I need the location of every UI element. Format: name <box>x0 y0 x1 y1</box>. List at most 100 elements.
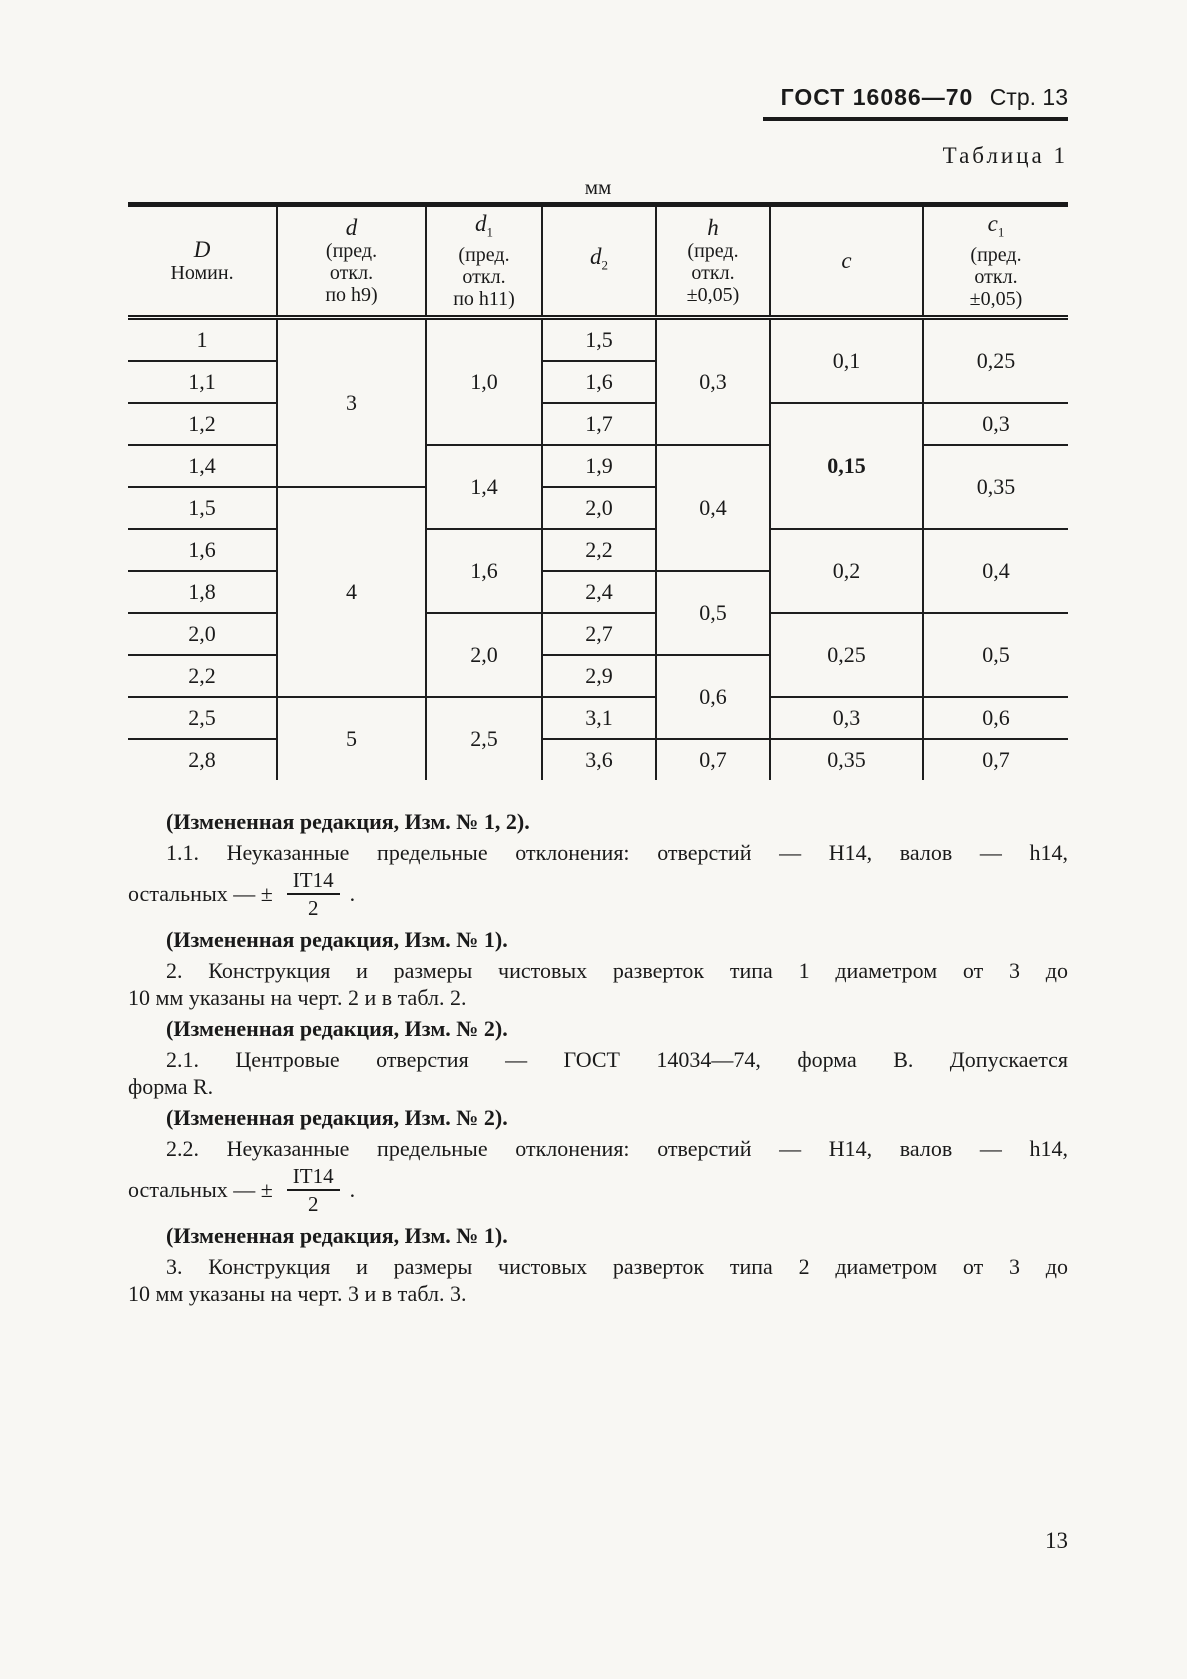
cell-D: 1 <box>128 317 278 362</box>
cell-d2: 2,7 <box>542 613 657 656</box>
column-subtext: откл. <box>462 266 506 289</box>
column-symbol-D: D <box>193 237 211 262</box>
table-row: 1,5 4 2,0 <box>128 487 1068 698</box>
column-subtext: (пред. <box>970 244 1022 267</box>
cell-d2: 2,0 <box>542 487 657 530</box>
amendment-note: (Измененная редакция, Изм. № 1, 2). <box>166 809 530 834</box>
cell-d2: 1,7 <box>542 403 657 446</box>
cell-h: 0,7 <box>656 739 771 780</box>
paragraph-line-fraction: остальных — ± IT14 2. <box>128 866 1068 922</box>
cell-D: 2,0 <box>128 613 278 656</box>
column-symbol-h: h <box>707 215 719 240</box>
document-header-rule: ГОСТ 16086—70 Стр. 13 <box>762 84 1068 121</box>
column-header-d: d (пред. откл. по h9) <box>277 204 427 320</box>
fraction-suffix: . <box>349 1177 356 1202</box>
cell-d2: 2,2 <box>542 529 657 572</box>
cell-D: 1,4 <box>128 445 278 488</box>
table-row: 1,6 1,6 2,2 0,2 0,4 <box>128 529 1068 614</box>
cell-D: 1,6 <box>128 529 278 572</box>
fraction-denominator: 2 <box>307 896 319 920</box>
cell-c: 0,15 <box>770 403 924 530</box>
cell-d2: 3,1 <box>542 697 657 740</box>
table-row: 2,8 3,6 0,7 0,35 0,7 <box>128 739 1068 780</box>
paragraph-line: 2. Конструкция и размеры чистовых развер… <box>166 958 1068 983</box>
fraction-denominator: 2 <box>307 1192 319 1216</box>
tolerance-fraction: IT14 2 <box>286 1164 340 1216</box>
cell-D: 2,2 <box>128 655 278 698</box>
amendment-note: (Измененная редакция, Изм. № 1). <box>166 1223 508 1248</box>
cell-d1: 1,6 <box>426 529 543 614</box>
cell-h: 0,3 <box>656 317 771 446</box>
column-subtext: откл. <box>974 266 1018 289</box>
cell-c1: 0,6 <box>923 697 1068 740</box>
cell-c1: 0,5 <box>923 613 1068 698</box>
header-row: D Номин. d (пред. откл. по h9) d1 (пред. откл. по… <box>128 204 1068 320</box>
table-row: 1,1 1,6 <box>128 361 1068 404</box>
column-subtext: (пред. <box>325 240 378 262</box>
column-header-c1: c1 (пред. откл. ±0,05) <box>923 204 1068 320</box>
column-subtext: Номин. <box>170 262 234 284</box>
column-subtext: (пред. <box>458 244 510 267</box>
page-content: ГОСТ 16086—70 Стр. 13 Таблица 1 мм D Номи… <box>128 0 1068 1307</box>
cell-D: 1,2 <box>128 403 278 446</box>
fraction-numerator: IT14 <box>286 868 340 895</box>
amendment-note: (Измененная редакция, Изм. № 2). <box>166 1016 508 1041</box>
page-reference: Стр. 13 <box>989 84 1068 110</box>
cell-D: 1,5 <box>128 487 278 530</box>
column-subtext: откл. <box>329 262 374 284</box>
amendment-note: (Измененная редакция, Изм. № 1). <box>166 927 508 952</box>
cell-d2: 1,5 <box>542 317 657 362</box>
column-subtext: ±0,05) <box>686 284 740 306</box>
cell-c: 0,35 <box>770 739 924 780</box>
table-row: 2,2 2,9 0,6 <box>128 655 1068 740</box>
table-row: 1,4 1,4 1,9 0,4 0,35 <box>128 445 1068 572</box>
column-header-h: h (пред. откл. ±0,05) <box>656 204 771 320</box>
cell-c: 0,1 <box>770 317 924 404</box>
cell-d2: 3,6 <box>542 739 657 780</box>
cell-d: 5 <box>277 697 427 780</box>
page-number: 13 <box>1045 1528 1068 1553</box>
cell-h: 0,5 <box>656 571 771 656</box>
column-subtext: по h11) <box>453 288 515 311</box>
table-row: 1,8 2,4 0,5 <box>128 571 1068 656</box>
paragraph-line: форма R. <box>128 1074 214 1099</box>
paragraph-line: 10 мм указаны на черт. 2 и в табл. 2. <box>128 985 467 1010</box>
cell-d2: 2,9 <box>542 655 657 698</box>
paragraph-line: 3. Конструкция и размеры чистовых развер… <box>166 1254 1068 1279</box>
table-row: 2,0 2,0 2,7 0,25 0,5 <box>128 613 1068 698</box>
column-symbol-c: c <box>841 248 852 273</box>
cell-d1: 1,0 <box>426 317 543 446</box>
paragraph-line-fraction: остальных — ± IT14 2. <box>128 1162 1068 1218</box>
cell-d: 4 <box>277 487 427 698</box>
cell-D: 2,5 <box>128 697 278 740</box>
table-head: D Номин. d (пред. откл. по h9) d1 (пред. откл. по… <box>128 204 1068 320</box>
cell-D: 1,8 <box>128 571 278 614</box>
cell-h: 0,6 <box>656 655 771 740</box>
column-symbol-c1: c1 <box>987 210 1005 240</box>
fraction-numerator: IT14 <box>286 1164 340 1191</box>
fraction-prefix: остальных — ± <box>128 881 273 906</box>
cell-d2: 2,4 <box>542 571 657 614</box>
amendment-note: (Измененная редакция, Изм. № 2). <box>166 1105 508 1130</box>
column-header-d1: d1 (пред. откл. по h11) <box>426 204 543 320</box>
column-subtext: откл. <box>691 262 735 284</box>
document-header: ГОСТ 16086—70 Стр. 13 <box>128 84 1068 121</box>
column-header-c: c <box>770 204 924 320</box>
table-caption: Таблица 1 <box>942 143 1068 168</box>
cell-c1: 0,35 <box>923 445 1068 530</box>
fraction-prefix: остальных — ± <box>128 1177 273 1202</box>
cell-c: 0,3 <box>770 697 924 740</box>
cell-d1: 1,4 <box>426 445 543 530</box>
table-body: 1 3 1,0 1,5 0,3 0,1 0,25 1,1 1,6 1,2 1,7 0,15 0,3 1,4… <box>128 317 1068 780</box>
cell-D: 1,1 <box>128 361 278 404</box>
fraction-suffix: . <box>349 881 356 906</box>
column-symbol-d: d <box>345 215 358 240</box>
column-symbol-d1: d1 <box>475 210 493 240</box>
doc-reference: ГОСТ 16086—70 <box>780 84 974 110</box>
cell-c1: 0,4 <box>923 529 1068 614</box>
cell-d1: 2,0 <box>426 613 543 698</box>
table-row: 1,2 1,7 0,15 0,3 <box>128 403 1068 530</box>
cell-c: 0,25 <box>770 613 924 698</box>
dimensions-table: D Номин. d (пред. откл. по h9) d1 (пред. откл. по… <box>128 202 1068 780</box>
tolerance-fraction: IT14 2 <box>286 868 340 920</box>
